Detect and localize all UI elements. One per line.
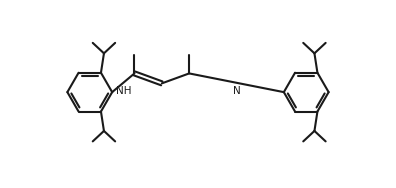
Text: NH: NH (116, 86, 131, 96)
Text: N: N (232, 86, 240, 96)
